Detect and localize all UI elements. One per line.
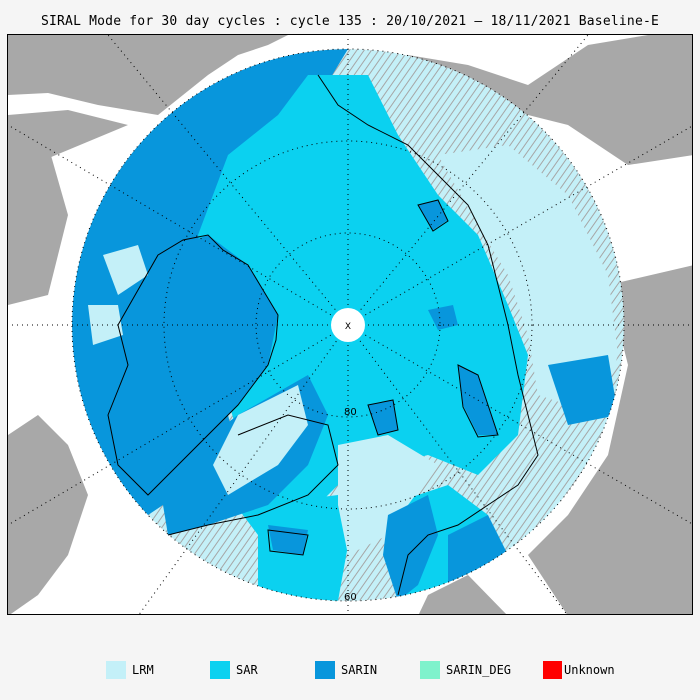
legend-swatch-sarin [315,661,335,679]
lat-label-80: 80 [344,407,357,418]
legend-label-sarin: SARIN [341,663,378,677]
legend-swatch-lrm [106,661,126,679]
legend-item-sar: SAR [210,658,258,682]
coverage-disc [72,49,624,601]
legend-label-lrm: LRM [132,663,154,677]
legend: LRM SAR SARIN SARIN_DEG Unknown [0,658,700,682]
map-title: SIRAL Mode for 30 day cycles : cycle 135… [40,14,660,29]
polar-map: ⵝ 80 60 [7,34,693,615]
pole-marker: ⵝ [345,322,351,332]
legend-item-sarin: SARIN [315,658,377,682]
legend-swatch-sarin-deg [420,661,440,679]
legend-item-unknown: Unknown [543,658,615,682]
legend-label-unknown: Unknown [564,663,615,677]
legend-item-lrm: LRM [106,658,154,682]
legend-swatch-sar [210,661,230,679]
pole-gap [331,308,365,342]
coastlines [107,74,539,596]
lat-label-60: 60 [344,592,357,603]
legend-label-sar: SAR [236,663,258,677]
legend-label-sarin-deg: SARIN_DEG [446,663,512,677]
legend-item-sarin-deg: SARIN_DEG [420,658,511,682]
map-canvas: ⵝ 80 60 [8,35,692,614]
legend-swatch-unknown [543,661,562,679]
graticule [8,35,692,614]
